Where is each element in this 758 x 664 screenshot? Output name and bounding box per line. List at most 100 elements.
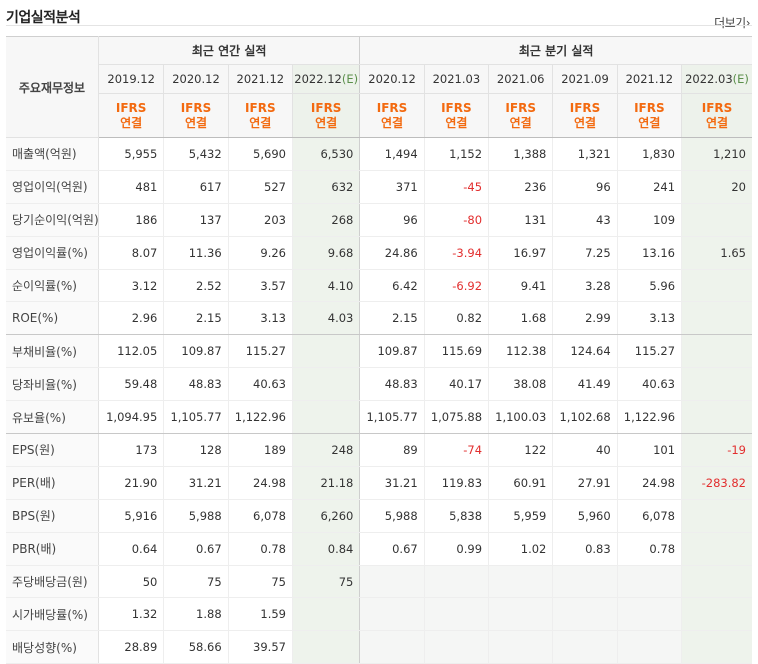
table-cell: 20 xyxy=(681,170,752,204)
row-label[interactable]: 당기순이익(억원) xyxy=(6,203,99,237)
row-label[interactable]: 주당배당금(원) xyxy=(6,565,99,599)
table-cell: 268 xyxy=(291,203,361,237)
table-cell: 236 xyxy=(488,170,553,204)
ifrs-label: IFRS xyxy=(245,100,276,115)
table-cell: 4.10 xyxy=(291,269,361,303)
table-row: 시가배당률(%) 1.32 1.88 1.59 xyxy=(6,597,752,632)
table-row: 부채비율(%) 112.05 109.87 115.27 109.87 115.69 112… xyxy=(6,334,752,369)
table-cell: 40.17 xyxy=(423,367,489,402)
table-cell: 6,530 xyxy=(291,137,361,171)
row-label[interactable]: 영업이익률(%) xyxy=(6,236,99,270)
table-cell xyxy=(291,334,361,369)
table-cell: 9.68 xyxy=(291,236,361,270)
table-cell: 1.68 xyxy=(488,301,553,336)
table-cell: 1,075.88 xyxy=(423,400,489,435)
row-label[interactable]: 시가배당률(%) xyxy=(6,597,99,632)
ifrs-label: IFRS xyxy=(115,100,147,115)
table-row: 당기순이익(억원) 186 137 203 268 96 -80 131 43 109 xyxy=(6,203,752,237)
table-cell: 2.15 xyxy=(163,301,229,336)
table-cell: 1,122.96 xyxy=(227,400,293,435)
table-row: 영업이익률(%) 8.07 11.36 9.26 9.68 24.86 -3.94 16.97… xyxy=(6,236,752,270)
table-cell: 60.91 xyxy=(488,466,553,500)
table-row: 순이익률(%) 3.12 2.52 3.57 4.10 6.42 -6.92 9.41 3.28… xyxy=(6,269,752,303)
table-cell: 8.07 xyxy=(97,236,164,270)
row-label[interactable]: 순이익률(%) xyxy=(6,269,99,303)
table-cell: 1,830 xyxy=(616,137,682,171)
table-cell: 21.90 xyxy=(97,466,164,500)
row-label[interactable]: ROE(%) xyxy=(6,301,99,336)
table-cell xyxy=(552,597,618,632)
table-cell: 112.05 xyxy=(97,334,164,369)
table-cell: 31.21 xyxy=(163,466,229,500)
row-label[interactable]: EPS(원) xyxy=(6,433,99,467)
table-cell: 1.59 xyxy=(227,597,293,632)
table-cell xyxy=(291,400,361,435)
table-cell xyxy=(423,597,489,632)
row-label[interactable]: BPS(원) xyxy=(6,499,99,533)
table-cell: 75 xyxy=(227,565,293,599)
table-cell: 96 xyxy=(552,170,618,204)
table-cell: -80 xyxy=(423,203,489,237)
consolidated-label: 연결 xyxy=(573,115,597,130)
table-cell xyxy=(423,630,489,664)
more-link[interactable]: 더보기› xyxy=(714,14,750,31)
table-cell: 6,078 xyxy=(616,499,682,533)
table-cell: 632 xyxy=(291,170,361,204)
table-cell xyxy=(616,597,682,632)
table-cell: 1,494 xyxy=(359,137,425,171)
period-label: 2020.12 xyxy=(172,72,220,86)
table-cell xyxy=(681,565,752,599)
ifrs-label: IFRS xyxy=(505,100,536,115)
period-label: 2022.12 xyxy=(294,72,342,86)
table-cell xyxy=(681,269,752,303)
table-cell: 43 xyxy=(552,203,618,237)
table-cell xyxy=(359,597,425,632)
table-cell: 75 xyxy=(163,565,229,599)
table-cell: 0.67 xyxy=(359,532,425,566)
table-cell xyxy=(616,565,682,599)
row-label[interactable]: 당좌비율(%) xyxy=(6,367,99,402)
row-label[interactable]: PER(배) xyxy=(6,466,99,500)
row-label[interactable]: 부채비율(%) xyxy=(6,334,99,369)
table-cell: 48.83 xyxy=(359,367,425,402)
table-row: 배당성향(%) 28.89 58.66 39.57 xyxy=(6,630,752,664)
ifrs-header-row: IFRS 연결 IFRS 연결 IFRS 연결 IFRS 연결 IFRS 연결 IFRS 연결 IFRS… xyxy=(6,93,752,138)
ifrs-badge: IFRS 연결 xyxy=(488,93,553,138)
table-cell: 40 xyxy=(552,433,618,467)
table-cell: 89 xyxy=(359,433,425,467)
table-cell: 0.78 xyxy=(227,532,293,566)
table-cell: 2.99 xyxy=(552,301,618,336)
table-cell xyxy=(681,630,752,664)
table-row: 유보율(%) 1,094.95 1,105.77 1,122.96 1,105.77 1,… xyxy=(6,400,752,435)
table-cell: 1.02 xyxy=(488,532,553,566)
period-header: 2022.12(E) xyxy=(291,64,361,94)
table-cell: 2.15 xyxy=(359,301,425,336)
table-cell: 0.67 xyxy=(163,532,229,566)
period-header: 2019.12 xyxy=(97,64,164,94)
table-row: 당좌비율(%) 59.48 48.83 40.63 48.83 40.17 38.08 41.… xyxy=(6,367,752,402)
table-cell: -3.94 xyxy=(423,236,489,270)
table-cell: 186 xyxy=(97,203,164,237)
ifrs-badge: IFRS 연결 xyxy=(681,93,752,138)
table-cell: 1.65 xyxy=(681,236,752,270)
row-label[interactable]: PBR(배) xyxy=(6,532,99,566)
table-cell: 3.13 xyxy=(616,301,682,336)
table-cell: -45 xyxy=(423,170,489,204)
period-header: 2021.09 xyxy=(552,64,618,94)
period-header: 2021.12 xyxy=(227,64,293,94)
section-title: 기업실적분석 xyxy=(6,10,81,26)
ifrs-label: IFRS xyxy=(701,100,733,115)
table-cell: 1.88 xyxy=(163,597,229,632)
table-cell xyxy=(681,400,752,435)
table-cell: 50 xyxy=(97,565,164,599)
table-cell xyxy=(291,367,361,402)
ifrs-label: IFRS xyxy=(569,100,601,115)
row-label[interactable]: 영업이익(억원) xyxy=(6,170,99,204)
row-label[interactable]: 매출액(억원) xyxy=(6,137,99,171)
table-cell xyxy=(681,367,752,402)
table-row: 주당배당금(원) 50 75 75 75 xyxy=(6,565,752,599)
row-label[interactable]: 배당성향(%) xyxy=(6,630,99,664)
consolidated-label: 연결 xyxy=(120,115,143,130)
table-row: 영업이익(억원) 481 617 527 632 371 -45 236 96 241 20 xyxy=(6,170,752,204)
row-label[interactable]: 유보율(%) xyxy=(6,400,99,435)
